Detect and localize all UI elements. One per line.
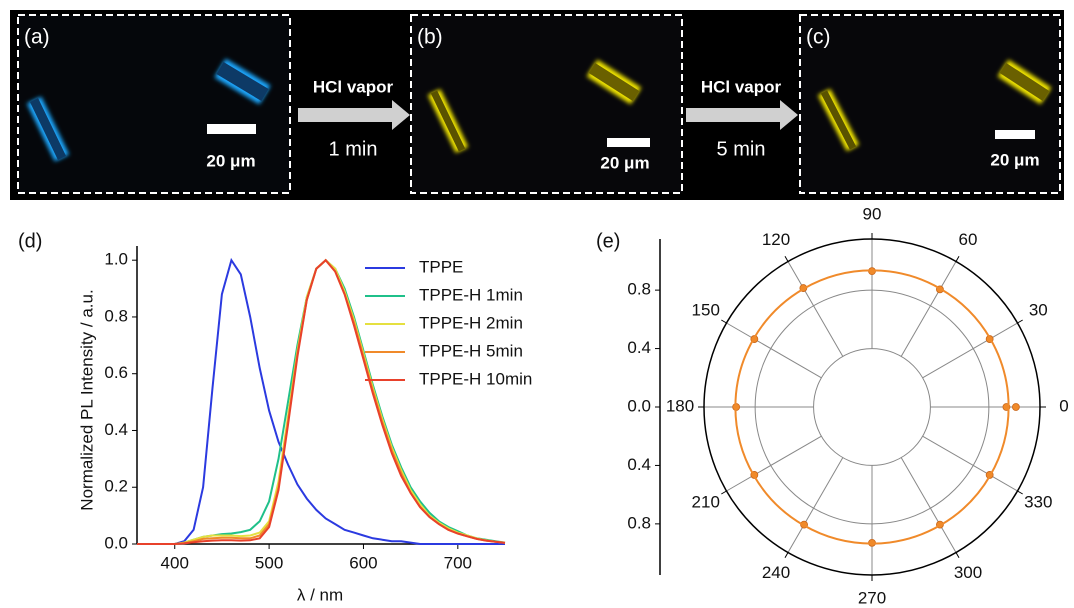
legend-label: TPPE-H 2min <box>419 313 523 332</box>
y-tick-label: 0.2 <box>104 477 128 496</box>
x-tick-label: 700 <box>444 553 472 572</box>
panel-label: (c) <box>806 26 831 49</box>
theta-tick <box>721 491 726 494</box>
theta-tick <box>785 552 788 557</box>
arrow-label: HCl vapor <box>701 77 782 96</box>
x-tick-label: 400 <box>161 553 189 572</box>
panel-label: (a) <box>24 26 50 49</box>
theta-tick <box>1017 320 1022 323</box>
theta-tick <box>956 552 959 557</box>
figure: (a) 20 μm HCl vapor 1 min (b) 20 μm HCl … <box>0 0 1074 608</box>
r-tick-label: 0.8 <box>627 280 651 299</box>
theta-tick <box>956 256 959 261</box>
y-tick-label: 0.6 <box>104 363 128 382</box>
x-tick-label: 600 <box>349 553 377 572</box>
scale-bar-label: 20 μm <box>600 153 649 172</box>
x-axis-title: λ / nm <box>297 585 343 604</box>
page: (a) 20 μm HCl vapor 1 min (b) 20 μm HCl … <box>0 0 1074 608</box>
legend-label: TPPE <box>419 257 463 276</box>
scale-bar <box>995 130 1035 139</box>
theta-tick <box>1017 491 1022 494</box>
arrow-time: 1 min <box>329 138 378 160</box>
y-tick-label: 0.0 <box>104 533 128 552</box>
x-tick-label: 500 <box>255 553 283 572</box>
y-tick-label: 1.0 <box>104 250 128 269</box>
theta-tick-label: 0 <box>1059 396 1068 415</box>
scale-bar <box>607 138 650 147</box>
r-grid-circle <box>814 349 931 466</box>
r-tick-label: 0.0 <box>627 396 651 415</box>
y-axis-title: Normalized PL Intensity / a.u. <box>77 289 96 510</box>
panel-label: (e) <box>596 230 620 252</box>
theta-tick-label: 60 <box>959 230 978 249</box>
scale-bar-label: 20 μm <box>990 150 1039 169</box>
theta-tick-label: 270 <box>858 588 886 607</box>
arrow-time: 5 min <box>717 138 766 160</box>
panel-label: (d) <box>18 230 42 252</box>
arrow-label: HCl vapor <box>313 77 394 96</box>
r-tick-label: 0.4 <box>627 338 651 357</box>
theta-tick-label: 210 <box>692 492 720 511</box>
legend-label: TPPE-H 5min <box>419 341 523 360</box>
theta-tick-label: 90 <box>863 204 882 223</box>
theta-tick-label: 300 <box>954 563 982 582</box>
panel-label: (b) <box>417 26 443 49</box>
theta-tick <box>785 256 788 261</box>
scale-bar <box>207 124 256 134</box>
theta-tick-label: 120 <box>762 230 790 249</box>
theta-tick-label: 330 <box>1024 492 1052 511</box>
theta-tick-label: 240 <box>762 563 790 582</box>
y-tick-label: 0.8 <box>104 306 128 325</box>
legend-label: TPPE-H 1min <box>419 285 523 304</box>
scale-bar-label: 20 μm <box>206 151 255 170</box>
theta-tick-label: 30 <box>1029 300 1048 319</box>
data-point <box>1012 404 1019 411</box>
r-tick-label: 0.8 <box>627 513 651 532</box>
theta-tick <box>721 320 726 323</box>
y-tick-label: 0.4 <box>104 420 128 439</box>
theta-tick-label: 150 <box>692 300 720 319</box>
legend-label: TPPE-H 10min <box>419 369 532 388</box>
r-tick-label: 0.4 <box>627 455 651 474</box>
theta-tick-label: 180 <box>666 396 694 415</box>
